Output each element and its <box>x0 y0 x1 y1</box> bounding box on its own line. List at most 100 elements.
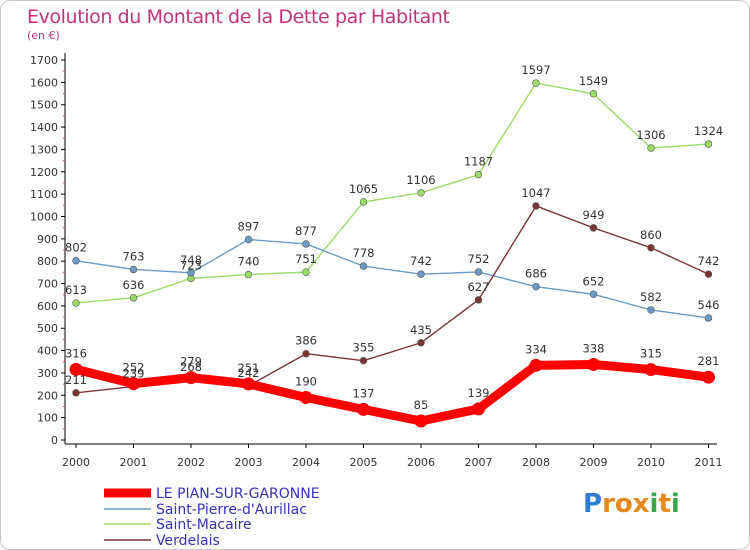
data-point <box>644 363 658 377</box>
x-tick-label: 2011 <box>695 456 723 469</box>
x-tick-label: 2006 <box>407 456 435 469</box>
data-labels-layer: 613 636 723 740 751 1065 1106 1187 1597 1549 1306 1… <box>65 63 723 412</box>
data-label: 752 <box>468 252 490 266</box>
y-tick-label: 900 <box>37 233 58 246</box>
chart-title: Evolution du Montant de la Dette par Hab… <box>27 6 450 28</box>
data-point <box>242 377 255 391</box>
data-label: 748 <box>180 253 202 267</box>
x-tick-label: 2005 <box>350 456 378 469</box>
x-tick-label: 2007 <box>465 456 493 469</box>
data-point <box>69 362 83 376</box>
data-label: 897 <box>238 219 260 233</box>
data-point <box>474 296 483 304</box>
data-point <box>532 79 540 87</box>
x-tick-label: 2002 <box>177 456 205 469</box>
y-tick-label: 700 <box>37 278 58 291</box>
data-label: 751 <box>295 252 317 266</box>
data-point <box>472 402 485 416</box>
data-label: 242 <box>238 366 260 380</box>
y-tick-label: 1300 <box>30 143 58 156</box>
x-tick-label: 2004 <box>292 456 320 469</box>
data-label: 251 <box>238 361 260 375</box>
y-tick-label: 200 <box>37 389 58 402</box>
data-label: 386 <box>295 334 317 348</box>
data-label: 137 <box>353 386 375 400</box>
y-tick-label: 1000 <box>30 210 58 223</box>
data-label: 860 <box>640 228 662 242</box>
data-label: 652 <box>583 274 605 288</box>
data-label: 740 <box>238 255 260 269</box>
data-point <box>474 170 483 179</box>
y-tick-label: 400 <box>37 345 58 358</box>
data-point <box>72 299 80 307</box>
x-tick-label: 2001 <box>120 456 148 469</box>
logo-letter: o <box>614 489 633 519</box>
chart-axes: 0 100 200 300 400 500 600 700 800 900 1000 1100 1200… <box>30 53 723 469</box>
data-point <box>72 389 80 397</box>
data-point <box>702 370 715 384</box>
chart-subtitle: (en €) <box>27 29 60 42</box>
logo-letter: x <box>632 489 650 519</box>
data-label: 252 <box>123 361 145 375</box>
data-point <box>704 270 713 278</box>
data-point <box>532 202 540 210</box>
data-point <box>244 235 253 244</box>
data-point <box>589 90 598 98</box>
data-label: 686 <box>525 267 547 281</box>
data-point <box>129 294 138 302</box>
data-label: 316 <box>65 346 87 360</box>
y-tick-label: 300 <box>37 367 58 380</box>
data-point <box>359 262 368 270</box>
data-label: 1065 <box>349 182 378 196</box>
data-label: 268 <box>180 360 202 374</box>
x-tick-label: 2003 <box>235 456 263 469</box>
data-point <box>359 198 368 206</box>
data-point <box>357 402 370 416</box>
logo-letter: i <box>670 489 680 519</box>
data-point <box>299 391 313 405</box>
legend-label: Saint-Macaire <box>156 517 252 533</box>
data-point <box>417 270 425 278</box>
series-line-0 <box>71 359 713 426</box>
data-point <box>414 414 428 428</box>
x-tick-label: 2010 <box>637 456 665 469</box>
data-label: 211 <box>65 373 87 387</box>
data-point <box>359 356 368 365</box>
data-label: 949 <box>583 208 605 222</box>
data-label: 877 <box>295 224 317 238</box>
data-label: 139 <box>468 386 490 400</box>
logo-letter: r <box>602 489 615 519</box>
data-point <box>532 282 540 291</box>
x-tick-label: 2008 <box>522 456 550 469</box>
y-tick-label: 1200 <box>30 166 58 179</box>
data-label: 1306 <box>636 128 665 142</box>
data-label: 1187 <box>464 155 493 169</box>
y-tick-label: 1400 <box>30 121 58 134</box>
series-line-1 <box>75 238 710 319</box>
data-label: 1549 <box>579 74 608 88</box>
data-point <box>704 314 713 322</box>
legend-label: LE PIAN-SUR-GARONNE <box>156 486 320 502</box>
data-point <box>187 269 195 277</box>
data-point <box>417 339 425 347</box>
data-label: 1597 <box>521 63 550 77</box>
data-point <box>244 270 253 279</box>
data-label: 1047 <box>521 186 550 200</box>
data-point <box>302 268 310 276</box>
data-point <box>587 357 600 371</box>
data-label: 338 <box>583 341 605 355</box>
data-label: 723 <box>180 258 202 272</box>
series-layer <box>69 79 715 428</box>
y-tick-label: 1100 <box>30 188 58 201</box>
data-point <box>529 358 543 372</box>
y-tick-label: 600 <box>37 300 58 313</box>
y-tick-label: 800 <box>37 255 58 268</box>
data-label: 636 <box>123 278 145 292</box>
data-label: 435 <box>410 323 432 337</box>
y-tick-label: 1700 <box>30 54 58 67</box>
data-label: 802 <box>65 241 87 255</box>
data-label: 613 <box>65 283 87 297</box>
data-label: 1324 <box>694 124 723 138</box>
